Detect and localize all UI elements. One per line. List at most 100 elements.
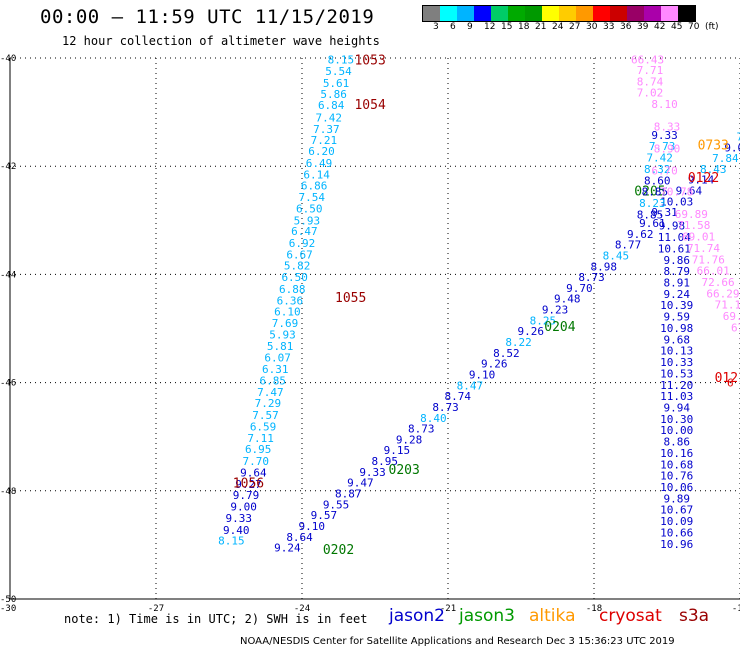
pass-time-label-cryosat: 0122 — [688, 171, 719, 186]
swh-value-s3a: 6.10 — [274, 306, 301, 319]
y-tick-label: -46 — [0, 379, 16, 389]
swh-value-s3a: 5.93 — [294, 214, 321, 227]
color-scale-cell — [678, 6, 695, 21]
swh-value-s3a: 7.29 — [255, 397, 282, 410]
swh-value-altika_pink: 8.90 — [654, 142, 681, 155]
color-scale-bar — [422, 5, 696, 22]
swh-value-jason3: 8.73 — [408, 423, 435, 436]
swh-value-altika_pink: 6.70 — [651, 165, 678, 178]
swh-value-jason2: 11.20 — [660, 379, 693, 392]
swh-value-altika_pink: 66.29 — [706, 287, 739, 300]
swh-value-s3a: 5.82 — [284, 260, 311, 273]
legend-item-jason2: jason2 — [389, 606, 445, 626]
swh-value-jason2: 10.61 — [658, 242, 691, 255]
swh-value-jason2: 9.24 — [663, 288, 690, 301]
pass-time-label-s3a: 1056 — [233, 477, 264, 492]
swh-value-jason2: 8.91 — [663, 277, 690, 290]
legend-item-jason3: jason3 — [459, 606, 515, 626]
swh-value-s3a: 7.11 — [247, 432, 274, 445]
swh-value-jason2: 10.96 — [660, 538, 693, 551]
swh-value-cryosat: 6 — [727, 377, 734, 390]
swh-value-s3a: 6.88 — [279, 283, 306, 296]
legend-item-s3a: s3a — [679, 606, 710, 626]
color-scale-label: 42 — [654, 22, 666, 32]
swh-value-jason2: 9.68 — [663, 333, 690, 346]
pass-time-label-altika: 0733 — [698, 139, 729, 154]
y-tick-label: -48 — [0, 487, 16, 497]
swh-value-jason3: 8.77 — [615, 239, 642, 252]
color-scale-cell — [627, 6, 644, 21]
color-scale-cell — [423, 6, 440, 21]
swh-value-jason2: 9.94 — [663, 401, 690, 414]
swh-value-s3a: 6.07 — [264, 352, 291, 365]
color-scale-label: 39 — [637, 22, 649, 32]
swh-value-s3a: 6.50 — [281, 271, 308, 284]
swh-value-s3a: 7.21 — [311, 134, 338, 147]
swh-value-jason3: 7.84 — [712, 152, 739, 165]
swh-value-s3a: 5.54 — [325, 65, 352, 78]
swh-value-jason2: 10.16 — [660, 447, 693, 460]
x-axis-start-label: -30 — [0, 604, 16, 614]
x-tick-label: -21 — [440, 604, 456, 614]
page-subtitle: 12 hour collection of altimeter wave hei… — [62, 34, 380, 48]
y-tick-label: -44 — [0, 270, 16, 280]
swh-value-jason2: 8.85 — [637, 208, 664, 221]
swh-value-jason3: 9.15 — [384, 444, 411, 457]
swh-value-altika_pink: 69.89 — [675, 208, 708, 221]
swh-value-altika_pink: 8.10 — [651, 98, 678, 111]
swh-value-s3a: 7.47 — [257, 386, 284, 399]
swh-value-jason3: 10.03 — [660, 195, 693, 208]
color-scale-label: 21 — [535, 22, 547, 32]
swh-value-jason3: 8.74 — [444, 390, 471, 403]
color-scale-cell — [576, 6, 593, 21]
color-scale-cell — [542, 6, 559, 21]
swh-value-jason3: 9.23 — [542, 304, 569, 317]
swh-value-jason3: 8.40 — [420, 412, 447, 425]
color-scale-label: 36 — [620, 22, 632, 32]
y-tick-label: -50 — [0, 595, 16, 605]
swh-value-s3a: 5.86 — [320, 88, 347, 101]
page-title: 00:00 – 11:59 UTC 11/15/2019 — [40, 6, 375, 28]
swh-value-altika_pink: 8.74 — [637, 75, 664, 88]
swh-value-s3a: 9.00 — [230, 500, 257, 513]
y-tick-label: -40 — [0, 54, 16, 64]
swh-value-jason3: 8.43 — [700, 163, 727, 176]
color-scale-cell — [559, 6, 576, 21]
x-tick-label: -18 — [586, 604, 602, 614]
swh-value-jason3: 9.31 — [651, 206, 678, 219]
swh-value-altika_pink: 7.02 — [637, 87, 664, 100]
swh-value-altika_pink: 71.74 — [687, 242, 720, 255]
color-scale-cell — [610, 6, 627, 21]
swh-value-jason3: 9.55 — [323, 498, 350, 511]
swh-value-s3a: 6.50 — [296, 202, 323, 215]
swh-value-s3a: 9.33 — [225, 512, 252, 525]
swh-value-s3a: 9.27 — [235, 478, 262, 491]
swh-value-altika_pink: 71.58 — [677, 219, 710, 232]
swh-value-jason3: 8.47 — [457, 379, 484, 392]
swh-value-jason2: 9.89 — [663, 492, 690, 505]
swh-value-jason2: 10.76 — [660, 470, 693, 483]
swh-value-jason2: 10.66 — [660, 526, 693, 539]
swh-value-jason3: 8.22 — [505, 336, 532, 349]
swh-value-jason3: 9.64 — [676, 185, 703, 198]
swh-value-jason3: 8.73 — [432, 401, 459, 414]
pass-time-label-jason3: 0202 — [323, 543, 354, 558]
swh-value-altika_pink: 71.1 — [715, 299, 740, 312]
swh-value-jason2: 10.39 — [660, 299, 693, 312]
color-scale-label: 6 — [450, 22, 456, 32]
swh-value-jason3: 9.10 — [298, 520, 325, 533]
swh-value-jason3: 9.48 — [554, 293, 581, 306]
swh-value-jason3: 8.98 — [590, 260, 617, 273]
legend-item-altika: altika — [529, 606, 576, 626]
swh-value-s3a: 6.59 — [250, 420, 277, 433]
swh-value-s3a: 6.20 — [308, 145, 335, 158]
swh-value-altika_pink: 66.43 — [631, 54, 664, 67]
swh-value-s3a: 6.84 — [318, 99, 345, 112]
swh-value-s3a: 9.64 — [240, 466, 267, 479]
swh-value-s3a: 6.49 — [306, 157, 333, 170]
swh-value-s3a: 6.67 — [286, 248, 313, 261]
swh-value-jason2: 8.79 — [663, 265, 690, 278]
swh-value-s3a: 9.79 — [233, 489, 260, 502]
pass-time-label-s3a: 1053 — [354, 54, 385, 69]
